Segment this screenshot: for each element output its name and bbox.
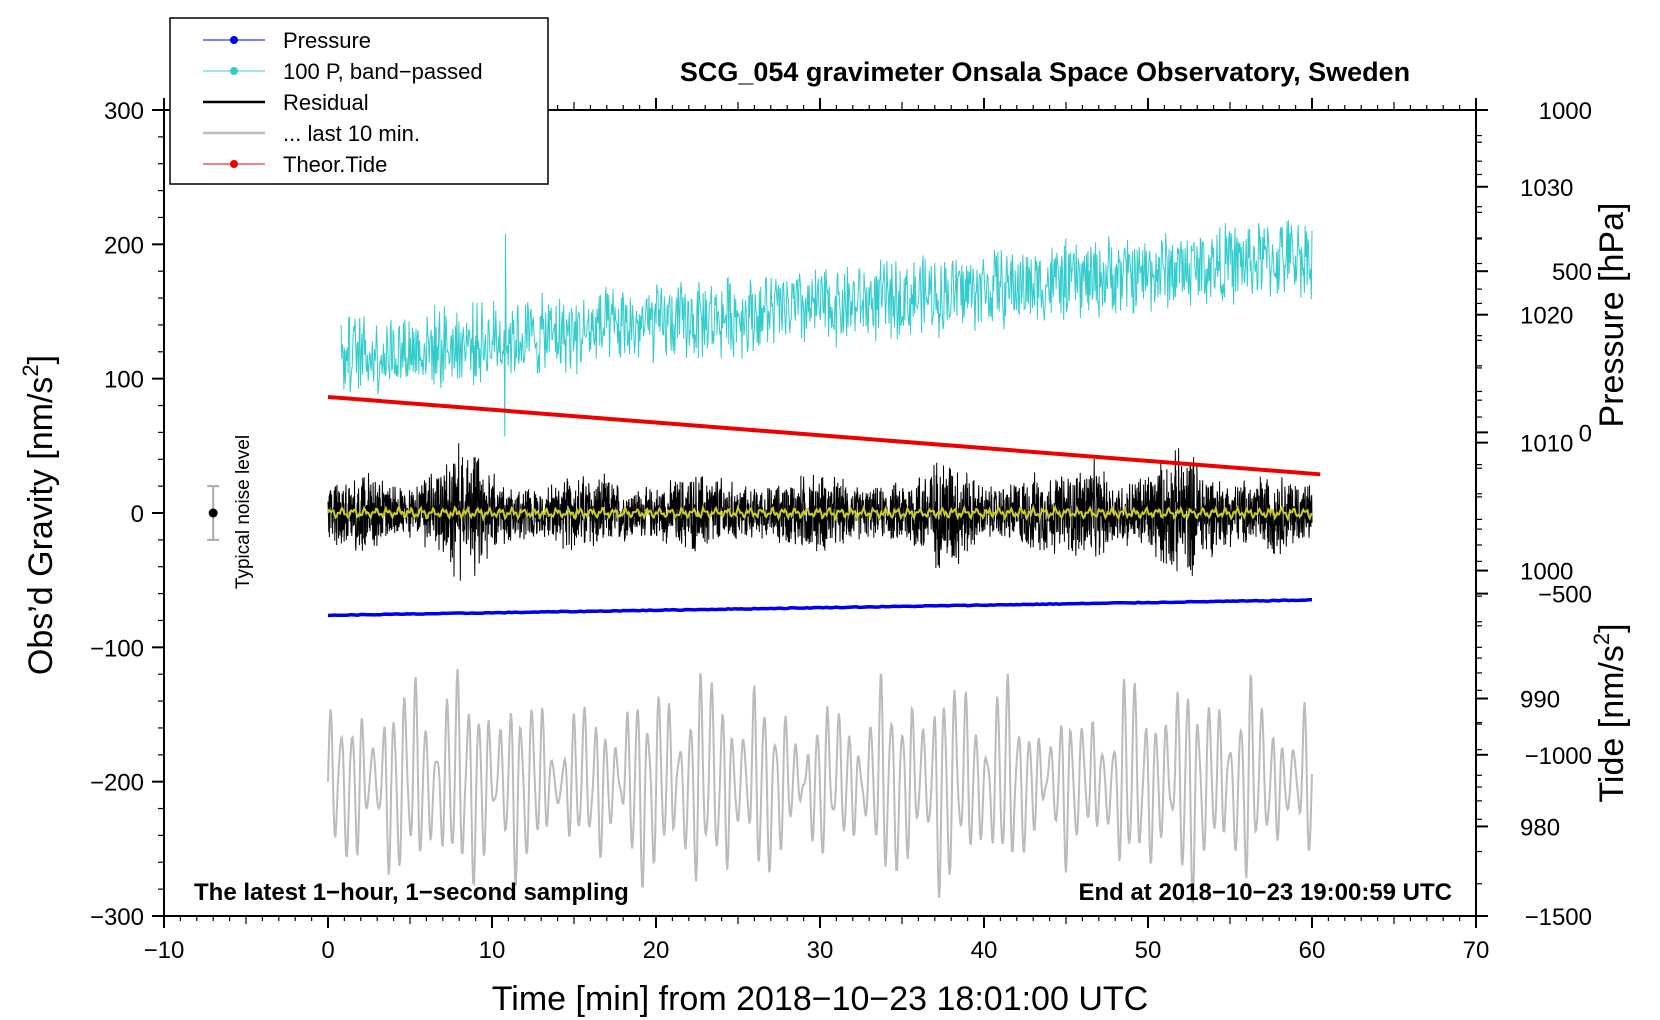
pressure-tick-label: 1020 <box>1520 303 1573 330</box>
x-tick-label: 0 <box>321 937 334 964</box>
noise-level-label: Typical noise level <box>233 435 254 589</box>
x-tick-label: −10 <box>144 937 185 964</box>
chart-title: SCG_054 gravimeter Onsala Space Observat… <box>680 57 1410 87</box>
y-axis-title-left-sup: 2 <box>18 364 43 376</box>
series-residual-smoothed <box>327 503 1313 522</box>
legend-label: Theor.Tide <box>283 152 387 177</box>
legend-label: Residual <box>283 90 369 115</box>
series-100p-band-passed <box>340 220 1313 437</box>
tide-tick-label: −1500 <box>1525 904 1592 931</box>
legend-marker <box>230 160 238 168</box>
series-pressure <box>328 597 1313 618</box>
note-end-time: End at 2018−10−23 19:00:59 UTC <box>1078 879 1452 906</box>
y-left-tick-label: 300 <box>104 98 144 125</box>
legend-label: 100 P, band−passed <box>283 59 483 84</box>
y-axis-title-pressure: Pressure [hPa] <box>1593 203 1631 428</box>
y-left-tick-label: −300 <box>90 904 144 931</box>
y-axis-title-tide-sup: 2 <box>1589 633 1614 645</box>
axes: −10 0 10 20 30 40 50 60 70−300−200−1000100200300… <box>90 98 1592 964</box>
y-left-tick-label: 200 <box>104 232 144 259</box>
y-left-tick-label: −200 <box>90 770 144 797</box>
legend-marker <box>230 36 238 44</box>
x-tick-label: 30 <box>807 937 834 964</box>
pressure-tick-label: 1000 <box>1520 559 1573 586</box>
x-tick-label: 20 <box>643 937 670 964</box>
y-axis-title-left: Obs’d Gravity [nm/s2] <box>18 355 60 675</box>
tide-tick-label: −1000 <box>1525 743 1592 770</box>
noise-dot <box>208 508 218 518</box>
pressure-tick-label: 990 <box>1520 687 1560 714</box>
x-tick-label: 40 <box>971 937 998 964</box>
series-theor-tide <box>327 394 1321 477</box>
y-left-tick-label: 0 <box>131 501 144 528</box>
legend-marker <box>230 67 238 75</box>
y-axis-title-tide: Tide [nm/s2] <box>1589 623 1631 802</box>
plot-data <box>327 220 1321 905</box>
y-left-tick-label: 100 <box>104 367 144 394</box>
tide-tick-label: 500 <box>1552 259 1592 286</box>
tide-tick-label: −500 <box>1538 582 1592 609</box>
pressure-tick-label: 1010 <box>1520 431 1573 458</box>
y-axis-title-left-close: ] <box>22 355 60 364</box>
note-latest-hour: The latest 1−hour, 1−second sampling <box>194 879 629 906</box>
noise-level-indicator <box>207 485 220 541</box>
legend-label: Pressure <box>283 28 371 53</box>
pressure-tick-label: 1030 <box>1520 175 1573 202</box>
x-axis-title: Time [min] from 2018−10−23 18:01:00 UTC <box>492 980 1148 1018</box>
series-last-10-min <box>327 669 1313 905</box>
x-tick-label: 50 <box>1135 937 1162 964</box>
legend: Pressure 100 P, band−passed Residual ... la… <box>169 17 549 185</box>
x-tick-label: 60 <box>1299 937 1326 964</box>
y-axis-title-tide-close: ] <box>1593 623 1631 632</box>
legend-label: ... last 10 min. <box>283 121 420 146</box>
tide-tick-label: 1000 <box>1539 98 1592 125</box>
y-left-tick-label: −100 <box>90 635 144 662</box>
x-tick-label: 10 <box>479 937 506 964</box>
pressure-tick-label: 980 <box>1520 814 1560 841</box>
x-tick-label: 70 <box>1463 937 1490 964</box>
tide-tick-label: 0 <box>1579 420 1592 447</box>
